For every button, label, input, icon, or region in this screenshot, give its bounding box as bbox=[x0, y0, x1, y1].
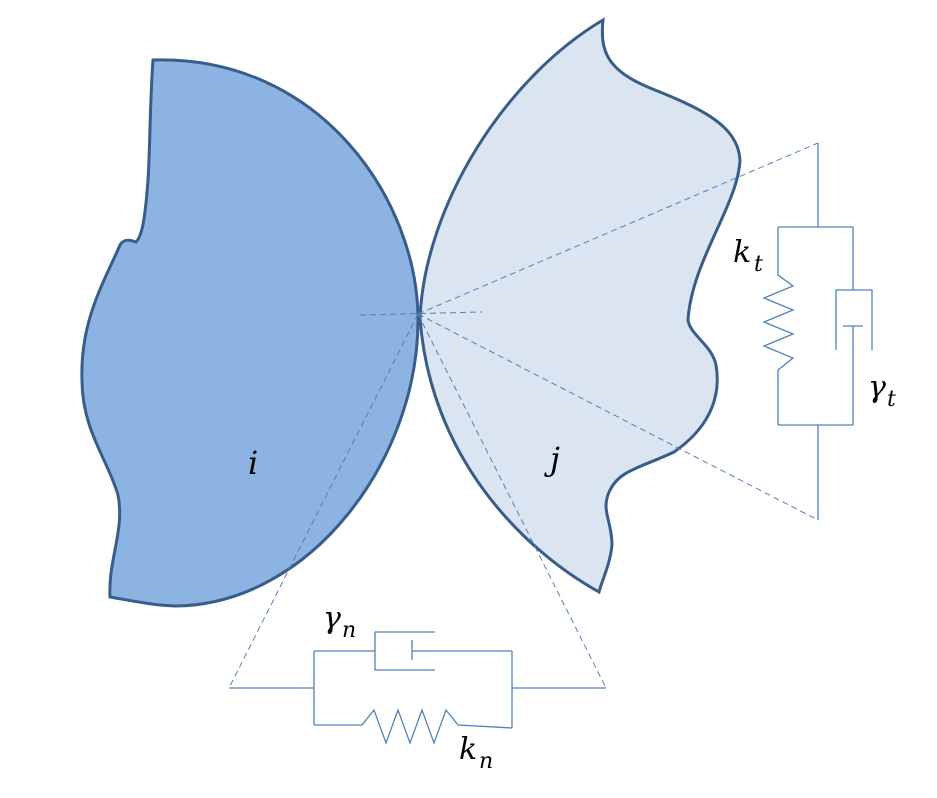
normal-spring-subscript: n bbox=[479, 749, 493, 774]
particle-i-shape bbox=[80, 58, 420, 608]
normal-spring-zigzag bbox=[314, 708, 513, 745]
tangential-spring-label: k t bbox=[733, 235, 763, 277]
contact-tangent-line bbox=[359, 311, 483, 316]
particle-j-shape bbox=[418, 17, 742, 595]
normal-circuit bbox=[229, 631, 606, 745]
guide-line-tangential-bottom bbox=[417, 313, 819, 521]
tangential-damper-cylinder bbox=[835, 289, 873, 350]
normal-spring-symbol: k bbox=[459, 732, 477, 767]
tangential-spring-symbol: k bbox=[733, 235, 751, 270]
normal-damper-label: γ n bbox=[323, 601, 356, 643]
particle-i-label: i bbox=[248, 444, 258, 482]
normal-damper-subscript: n bbox=[342, 618, 356, 643]
tangential-damper-symbol: γ bbox=[868, 370, 886, 405]
tangential-spring-zigzag bbox=[762, 227, 795, 425]
tangential-circuit bbox=[762, 143, 873, 520]
tangential-damper-label: γ t bbox=[868, 370, 896, 412]
tangential-damper-subscript: t bbox=[887, 387, 896, 412]
guide-line-tangential-top bbox=[417, 142, 819, 315]
guide-lines bbox=[228, 142, 819, 689]
normal-spring-label: k n bbox=[459, 732, 493, 774]
normal-damper-cylinder bbox=[374, 631, 435, 671]
normal-damper-symbol: γ bbox=[323, 601, 341, 636]
tangential-spring-subscript: t bbox=[754, 252, 763, 277]
